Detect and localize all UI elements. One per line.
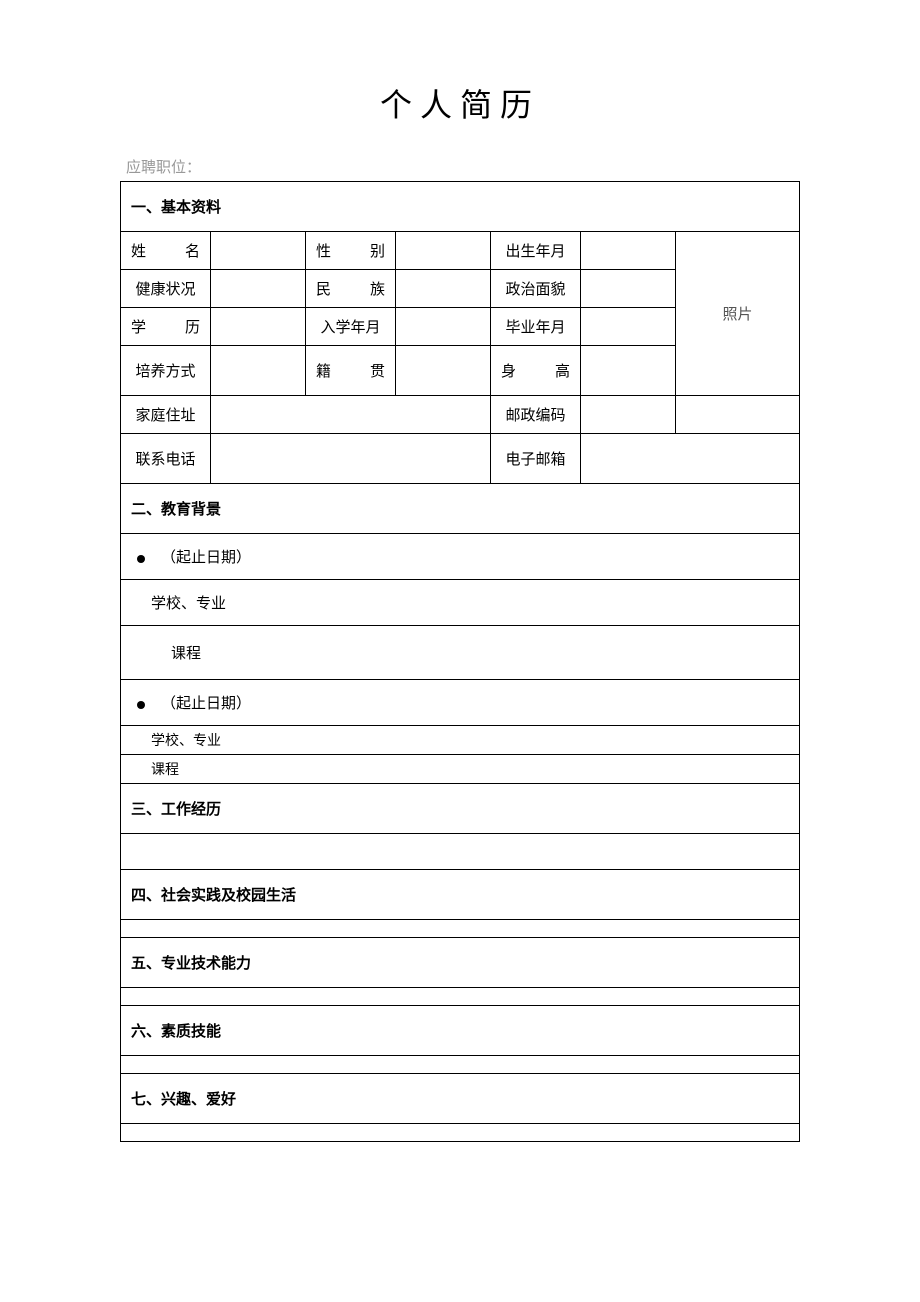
edu1-dates: （起止日期） bbox=[121, 534, 800, 580]
label-enroll: 入学年月 bbox=[306, 308, 396, 346]
work-exp-content[interactable] bbox=[121, 834, 800, 870]
edu2-school: 学校、专业 bbox=[121, 726, 800, 755]
value-postal-extra[interactable] bbox=[676, 396, 800, 434]
resume-table: 一、基本资料 姓名 性别 出生年月 照片 健康状况 民族 政治面貌 学历 入学年… bbox=[120, 181, 800, 1142]
label-phone: 联系电话 bbox=[121, 434, 211, 484]
bullet-icon bbox=[137, 701, 145, 709]
value-health[interactable] bbox=[211, 270, 306, 308]
value-phone[interactable] bbox=[211, 434, 491, 484]
value-education[interactable] bbox=[211, 308, 306, 346]
section-tech-skills: 五、专业技术能力 bbox=[121, 938, 800, 988]
bullet-icon bbox=[137, 555, 145, 563]
value-address[interactable] bbox=[211, 396, 491, 434]
label-address: 家庭住址 bbox=[121, 396, 211, 434]
edu1-school: 学校、专业 bbox=[121, 580, 800, 626]
hobbies-content[interactable] bbox=[121, 1124, 800, 1142]
section-quality-skills: 六、素质技能 bbox=[121, 1006, 800, 1056]
label-height: 身高 bbox=[491, 346, 581, 396]
quality-skills-content[interactable] bbox=[121, 1056, 800, 1074]
value-training[interactable] bbox=[211, 346, 306, 396]
document-title: 个人简历 bbox=[120, 80, 800, 126]
section-basic-info: 一、基本资料 bbox=[121, 182, 800, 232]
value-postal[interactable] bbox=[581, 396, 676, 434]
value-political[interactable] bbox=[581, 270, 676, 308]
value-email[interactable] bbox=[581, 434, 800, 484]
edu1-courses: 课程 bbox=[121, 626, 800, 680]
position-label: 应聘职位： bbox=[126, 156, 800, 177]
value-birth[interactable] bbox=[581, 232, 676, 270]
value-grad[interactable] bbox=[581, 308, 676, 346]
social-content[interactable] bbox=[121, 920, 800, 938]
edu2-dates: （起止日期） bbox=[121, 680, 800, 726]
label-origin: 籍贯 bbox=[306, 346, 396, 396]
label-grad: 毕业年月 bbox=[491, 308, 581, 346]
value-height[interactable] bbox=[581, 346, 676, 396]
label-birth: 出生年月 bbox=[491, 232, 581, 270]
edu2-courses: 课程 bbox=[121, 755, 800, 784]
value-origin[interactable] bbox=[396, 346, 491, 396]
section-education-bg: 二、教育背景 bbox=[121, 484, 800, 534]
tech-skills-content[interactable] bbox=[121, 988, 800, 1006]
value-enroll[interactable] bbox=[396, 308, 491, 346]
label-training: 培养方式 bbox=[121, 346, 211, 396]
label-postal: 邮政编码 bbox=[491, 396, 581, 434]
label-gender: 性别 bbox=[306, 232, 396, 270]
value-gender[interactable] bbox=[396, 232, 491, 270]
label-health: 健康状况 bbox=[121, 270, 211, 308]
value-ethnic[interactable] bbox=[396, 270, 491, 308]
label-ethnic: 民族 bbox=[306, 270, 396, 308]
section-work-exp: 三、工作经历 bbox=[121, 784, 800, 834]
label-name: 姓名 bbox=[121, 232, 211, 270]
photo-placeholder: 照片 bbox=[676, 232, 800, 396]
section-social: 四、社会实践及校园生活 bbox=[121, 870, 800, 920]
section-hobbies: 七、兴趣、爱好 bbox=[121, 1074, 800, 1124]
value-name[interactable] bbox=[211, 232, 306, 270]
label-political: 政治面貌 bbox=[491, 270, 581, 308]
label-education: 学历 bbox=[121, 308, 211, 346]
label-email: 电子邮箱 bbox=[491, 434, 581, 484]
